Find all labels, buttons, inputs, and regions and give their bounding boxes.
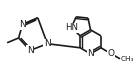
Text: N: N [87, 49, 94, 58]
Text: N: N [44, 39, 51, 48]
Text: N: N [27, 46, 34, 55]
Text: N: N [19, 20, 26, 29]
Text: HN: HN [65, 23, 78, 32]
Text: CH₃: CH₃ [121, 56, 134, 62]
Text: O: O [108, 49, 115, 58]
